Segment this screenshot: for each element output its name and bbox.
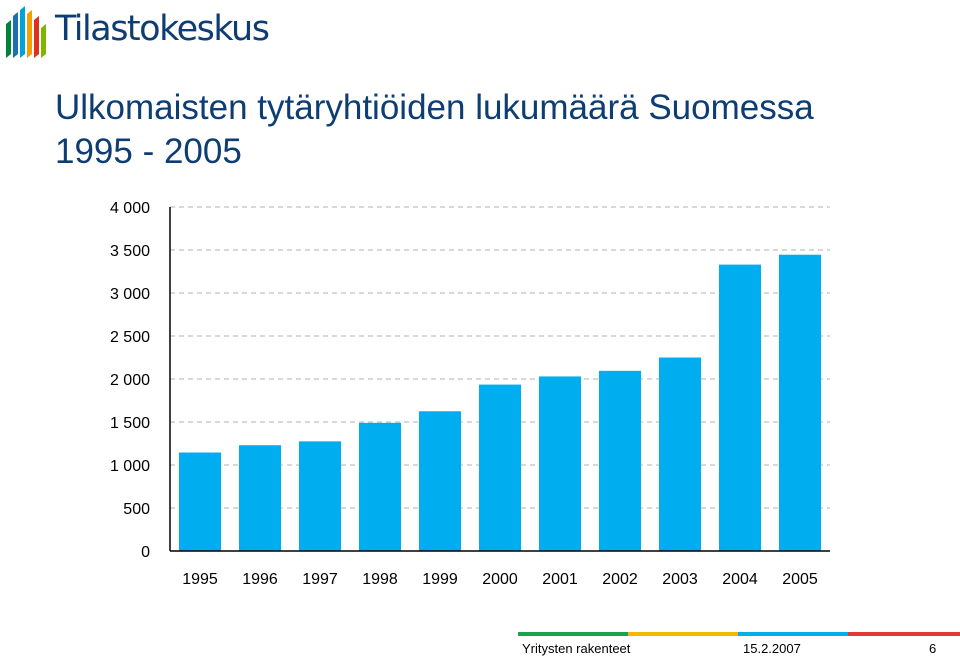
bar-2001 (539, 376, 581, 551)
x-tick-label: 2001 (542, 571, 578, 588)
brand-name: Tilastokeskus (55, 9, 270, 49)
logo-stripe (13, 12, 18, 58)
x-tick-label: 2005 (782, 571, 818, 588)
footer-bar-green (518, 632, 628, 636)
bar-1999 (419, 411, 461, 551)
bar-2003 (659, 357, 701, 551)
y-tick-label: 3 500 (110, 243, 150, 260)
tilastokeskus-logo-icon (6, 6, 46, 58)
y-tick-label: 500 (123, 501, 150, 518)
bar-1998 (359, 422, 401, 551)
bar-1995 (179, 452, 221, 551)
logo-stripe (41, 24, 46, 58)
y-tick-label: 2 500 (110, 329, 150, 346)
footer-bar-red (848, 632, 960, 636)
chart-title-line1: Ulkomaisten tytäryhtiöiden lukumäärä Suo… (55, 88, 814, 127)
logo-stripe (27, 10, 32, 58)
bar-2002 (599, 370, 641, 551)
footer-bar-yellow (628, 632, 738, 636)
bar-1996 (239, 445, 281, 551)
y-tick-label: 1 500 (110, 415, 150, 432)
logo-stripe (6, 20, 11, 58)
bar-chart: 0 500 1 000 1 500 2 000 2 500 3 000 3 500 4 000 1… (110, 200, 830, 588)
logo-stripe (20, 6, 25, 58)
x-tick-label: 2003 (662, 571, 698, 588)
x-tick-label: 1996 (242, 571, 278, 588)
bar-2000 (479, 384, 521, 551)
chart-title-line2: 1995 - 2005 (55, 132, 242, 171)
footer-page-number: 6 (929, 641, 937, 656)
y-tick-label: 4 000 (110, 200, 150, 217)
footer-date: 15.2.2007 (743, 641, 801, 656)
y-tick-label: 3 000 (110, 286, 150, 303)
bar-2004 (719, 264, 761, 551)
x-tick-label: 1999 (422, 571, 458, 588)
footer-bar-blue (738, 632, 848, 636)
y-tick-label: 2 000 (110, 372, 150, 389)
x-tick-label: 1998 (362, 571, 398, 588)
x-tick-label: 2000 (482, 571, 518, 588)
footer-source: Yritysten rakenteet (522, 641, 631, 656)
x-tick-label: 2004 (722, 571, 758, 588)
chart-title: Ulkomaisten tytäryhtiöiden lukumäärä Suo… (55, 86, 814, 174)
bar-1997 (299, 441, 341, 551)
x-tick-label: 1997 (302, 571, 338, 588)
logo-stripe (34, 16, 39, 58)
y-tick-label: 0 (141, 544, 150, 561)
y-tick-label: 1 000 (110, 458, 150, 475)
x-tick-label: 1995 (182, 571, 218, 588)
bar-2005 (779, 254, 821, 552)
x-tick-label: 2002 (602, 571, 638, 588)
